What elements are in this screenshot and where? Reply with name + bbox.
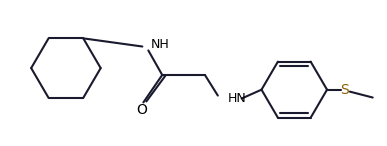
Text: O: O	[136, 103, 147, 117]
Text: NH: NH	[150, 38, 169, 51]
Text: S: S	[341, 83, 349, 97]
Text: HN: HN	[228, 92, 247, 105]
